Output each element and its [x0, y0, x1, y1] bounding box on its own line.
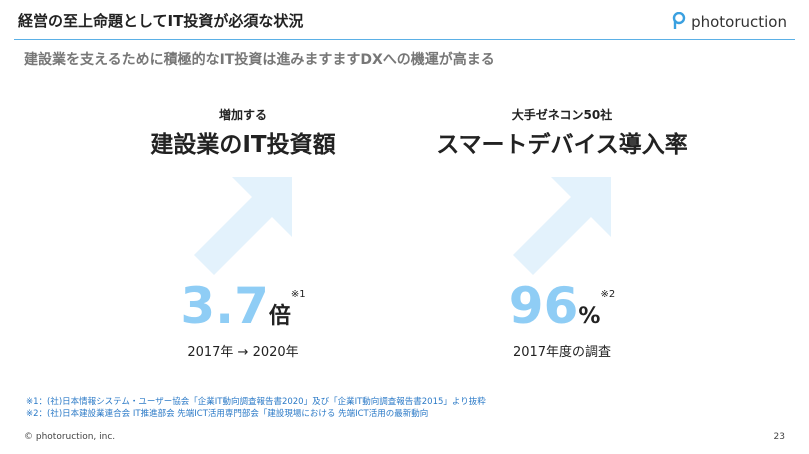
logo-text: photoruction [691, 13, 787, 31]
stat: 96% ※2 [402, 277, 722, 337]
copyright: © photoruction, inc. [24, 432, 116, 442]
logo-icon [673, 11, 686, 29]
stat: 3.7倍 ※1 [83, 277, 403, 337]
stat-value: 96 [508, 277, 579, 335]
note-mark: ※1 [290, 289, 306, 300]
subtitle: 建設業を支えるために積極的なIT投資は進みますますDXへの機運が高まる [24, 52, 495, 68]
footnote: ※2：(社)日本建設業連合会 IT推進部会 先端ICT活用専門部会「建設現場にお… [26, 409, 429, 419]
footnote: ※1：(社)日本情報システム・ユーザー協会「企業IT動向調査報告書2020」及び… [26, 397, 486, 407]
caption: 2017年度の調査 [512, 345, 612, 360]
note-mark: ※2 [600, 289, 616, 300]
arrow [513, 177, 611, 275]
logo: photoruction [672, 11, 787, 31]
arrow [194, 177, 292, 275]
panel-label: 大手ゼネコン50社 [511, 108, 613, 122]
stat-unit: % [578, 304, 601, 329]
panel-label: 増加する [218, 108, 267, 122]
caption: 2017年 → 2020年 [187, 345, 299, 360]
panel-heading: 建設業のIT投資額 [150, 132, 336, 158]
panel: 大手ゼネコン50社 スマートデバイス導入率 96% ※2 2017年度の調査 [402, 106, 722, 360]
title: 経営の至上命題としてIT投資が必須な状況 [18, 12, 304, 30]
stat-value: 3.7 [180, 277, 269, 335]
header-rule [14, 39, 795, 40]
stat-unit: 倍 [268, 304, 291, 329]
page-number: 23 [773, 432, 785, 442]
panel: 増加する 建設業のIT投資額 3.7倍 ※1 2017年 → 2020年 [83, 106, 403, 360]
panel-heading: スマートデバイス導入率 [436, 132, 688, 158]
